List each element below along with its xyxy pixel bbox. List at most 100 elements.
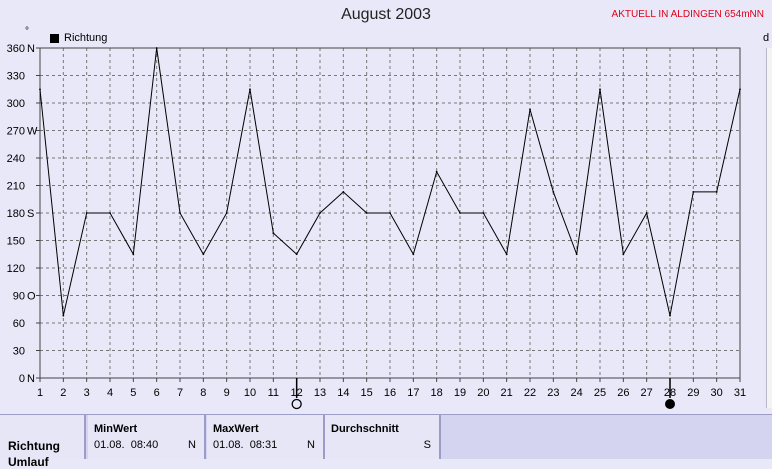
data-point bbox=[319, 212, 321, 214]
y-tick-direction: S bbox=[27, 208, 34, 220]
stats-row-label-next: Umlauf bbox=[8, 455, 49, 469]
data-point bbox=[85, 212, 88, 214]
station-label: AKTUELL IN ALDINGEN 654mNN bbox=[611, 9, 764, 20]
data-point bbox=[575, 253, 578, 256]
min-value: 01.08. 08:40 bbox=[94, 439, 159, 451]
data-point bbox=[62, 314, 65, 317]
x-tick-label: 20 bbox=[477, 387, 489, 399]
moon-phase-markers bbox=[291, 378, 675, 410]
x-tick-label: 9 bbox=[224, 387, 230, 399]
stats-max-cell: MaxWert 01.08. 08:31 N bbox=[207, 415, 325, 459]
data-point bbox=[225, 212, 228, 214]
x-tick-label: 3 bbox=[84, 387, 90, 399]
y-tick-label: 240 bbox=[7, 153, 25, 165]
x-tick-label: 18 bbox=[431, 387, 443, 399]
data-point bbox=[459, 212, 461, 214]
data-point bbox=[342, 191, 345, 193]
right-panel-label: d bbox=[763, 32, 770, 44]
x-tick-label: 27 bbox=[641, 387, 653, 399]
y-tick-label: 180 bbox=[7, 208, 25, 220]
y-tick-label: 0 bbox=[19, 373, 25, 385]
y-tick-label: 330 bbox=[7, 71, 25, 83]
data-point bbox=[692, 191, 695, 193]
x-tick-label: 16 bbox=[384, 387, 396, 399]
max-direction: N bbox=[307, 439, 315, 451]
y-tick-label: 360 bbox=[7, 43, 25, 55]
legend: Richtung bbox=[50, 32, 107, 44]
x-tick-label: 6 bbox=[154, 387, 160, 399]
y-tick-label: 300 bbox=[7, 98, 25, 110]
x-tick-label: 14 bbox=[337, 387, 349, 399]
x-tick-label: 15 bbox=[361, 387, 373, 399]
data-point bbox=[669, 314, 671, 317]
x-tick-label: 25 bbox=[594, 387, 606, 399]
x-tick-label: 13 bbox=[314, 387, 326, 399]
y-tick-label: 150 bbox=[7, 236, 25, 248]
degree-unit: ° bbox=[25, 26, 29, 37]
legend-swatch bbox=[50, 33, 59, 43]
x-tick-label: 19 bbox=[454, 387, 466, 399]
x-tick-label: 26 bbox=[617, 387, 629, 399]
data-point bbox=[529, 108, 531, 111]
y-tick-label: 60 bbox=[13, 318, 25, 330]
data-point bbox=[552, 191, 555, 193]
x-tick-label: 22 bbox=[524, 387, 536, 399]
x-tick-label: 4 bbox=[107, 387, 113, 399]
data-point bbox=[435, 170, 438, 173]
series-richtung bbox=[39, 47, 741, 317]
y-tick-label: 90 bbox=[13, 291, 25, 303]
data-point bbox=[249, 88, 251, 91]
chart-title: August 2003 bbox=[341, 6, 431, 23]
x-tick-label: 24 bbox=[571, 387, 583, 399]
stats-panel: Richtung Umlauf MinWert 01.08. 08:40 N M… bbox=[0, 414, 772, 469]
side-scrollbar[interactable] bbox=[766, 48, 772, 408]
min-direction: N bbox=[188, 439, 196, 451]
stats-min-cell: MinWert 01.08. 08:40 N bbox=[88, 415, 206, 459]
stats-row-label-cell: Richtung Umlauf bbox=[0, 415, 86, 469]
min-header: MinWert bbox=[94, 423, 138, 435]
full-moon-icon bbox=[291, 398, 302, 410]
x-tick-label: 11 bbox=[268, 387, 279, 399]
x-tick-label: 1 bbox=[37, 387, 43, 399]
data-point bbox=[599, 88, 601, 91]
avg-direction: S bbox=[423, 439, 431, 451]
gridlines bbox=[40, 48, 740, 378]
y-tick-direction: W bbox=[27, 126, 38, 138]
data-point bbox=[155, 47, 158, 49]
y-tick-label: 30 bbox=[13, 346, 25, 358]
stats-row-label: Richtung bbox=[8, 439, 60, 453]
y-tick-direction: N bbox=[27, 43, 35, 55]
data-point bbox=[505, 253, 508, 256]
avg-header: Durchschnitt bbox=[331, 423, 399, 435]
x-tick-label: 2 bbox=[60, 387, 66, 399]
stats-avg-cell: Durchschnitt S bbox=[325, 415, 441, 459]
x-tick-label: 10 bbox=[244, 387, 256, 399]
data-point bbox=[389, 212, 391, 214]
max-header: MaxWert bbox=[213, 423, 259, 435]
y-tick-direction: O bbox=[27, 291, 36, 303]
data-point bbox=[365, 212, 368, 214]
y-tick-label: 270 bbox=[7, 126, 25, 138]
data-point bbox=[715, 191, 718, 193]
data-point bbox=[295, 253, 298, 256]
x-tick-label: 7 bbox=[177, 387, 183, 399]
y-tick-label: 210 bbox=[7, 181, 25, 193]
data-point bbox=[482, 212, 485, 214]
x-tick-label: 8 bbox=[200, 387, 206, 399]
x-tick-label: 17 bbox=[407, 387, 419, 399]
x-axis: 1234567891011121314151617181920212223242… bbox=[37, 378, 746, 399]
y-tick-direction: N bbox=[27, 373, 35, 385]
data-point bbox=[272, 232, 275, 235]
x-tick-label: 21 bbox=[501, 387, 513, 399]
data-point bbox=[739, 88, 741, 91]
x-tick-label: 29 bbox=[687, 387, 699, 399]
data-point bbox=[39, 88, 41, 91]
new-moon-icon bbox=[665, 399, 675, 409]
x-tick-label: 23 bbox=[547, 387, 559, 399]
legend-label: Richtung bbox=[64, 32, 108, 44]
y-tick-label: 120 bbox=[7, 263, 25, 275]
max-value: 01.08. 08:31 bbox=[213, 439, 278, 451]
data-point bbox=[179, 212, 181, 214]
